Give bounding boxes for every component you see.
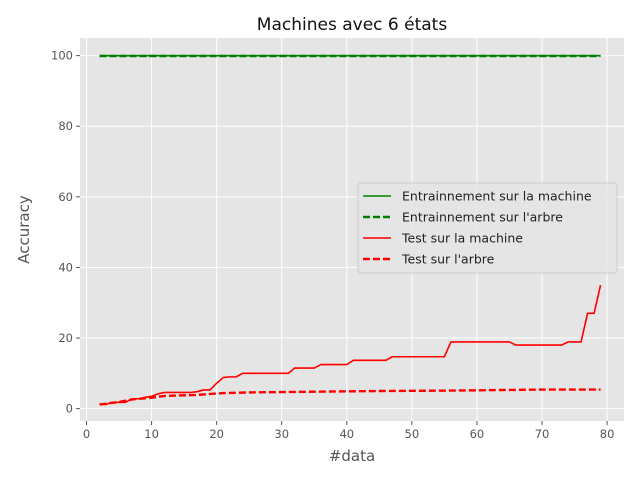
x-axis-label: #data <box>329 447 375 465</box>
y-tick-label: 40 <box>58 260 73 274</box>
x-tick-label: 10 <box>144 427 159 441</box>
x-tick-label: 70 <box>535 427 550 441</box>
y-tick-label: 100 <box>51 49 73 63</box>
series-lines <box>99 54 602 406</box>
series-line-3 <box>99 284 602 406</box>
y-tick-label: 0 <box>66 402 73 416</box>
legend-label-3: Test sur la machine <box>401 231 523 246</box>
x-tick-label: 20 <box>209 427 224 441</box>
y-tick-label: 80 <box>58 119 73 133</box>
series-line-4 <box>99 388 601 406</box>
y-tick-label: 20 <box>58 331 73 345</box>
legend: Entrainnement sur la machine Entrainnemen… <box>357 182 618 274</box>
legend-label-2: Entrainnement sur l'arbre <box>402 210 563 225</box>
x-tick-label: 30 <box>274 427 289 441</box>
x-tick-label: 0 <box>83 427 90 441</box>
y-axis: 0 20 40 60 80 100 <box>51 49 80 416</box>
x-tick-label: 60 <box>470 427 485 441</box>
legend-label-4: Test sur l'arbre <box>401 252 495 267</box>
x-tick-label: 50 <box>405 427 420 441</box>
legend-label-1: Entrainnement sur la machine <box>402 189 592 204</box>
x-axis: 0 10 20 30 40 50 60 70 80 <box>83 421 615 441</box>
legend-box <box>357 182 618 274</box>
chart-title: Machines avec 6 états <box>257 15 448 35</box>
y-axis-label: Accuracy <box>15 195 33 264</box>
y-tick-label: 60 <box>58 190 73 204</box>
x-tick-label: 40 <box>339 427 354 441</box>
x-tick-label: 80 <box>600 427 615 441</box>
